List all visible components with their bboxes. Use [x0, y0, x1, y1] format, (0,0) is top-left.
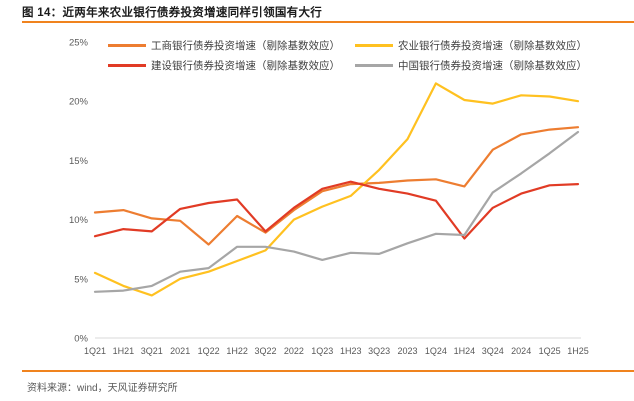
x-axis-tick-label: 1H22	[226, 346, 248, 356]
x-axis-tick-label: 1Q23	[311, 346, 333, 356]
legend-item-boc: 中国银行债券投资增速（剔除基数效应）	[355, 58, 602, 73]
legend-label-abc: 农业银行债券投资增速（剔除基数效应）	[398, 40, 587, 52]
data-series-line	[93, 126, 580, 246]
title-underline-rule	[22, 21, 634, 23]
legend-line-swatch-boc	[355, 64, 393, 67]
legend-label-ccb: 建设银行债券投资增速（剔除基数效应）	[151, 60, 340, 72]
legend-line-swatch-ccb	[108, 64, 146, 67]
x-axis-tick-label: 3Q21	[141, 346, 163, 356]
y-axis-tick-label: 5%	[74, 274, 88, 285]
source-note: 资料来源：wind，天风证券研究所	[27, 383, 178, 394]
y-axis-tick-label: 20%	[69, 97, 89, 108]
data-series-line	[93, 180, 580, 240]
legend-label-boc: 中国银行债券投资增速（剔除基数效应）	[398, 60, 587, 72]
y-axis-tick-label: 10%	[69, 215, 89, 226]
legend-item-ccb: 建设银行债券投资增速（剔除基数效应）	[108, 58, 355, 73]
x-axis-tick-label: 1H24	[454, 346, 476, 356]
data-series-line	[93, 82, 580, 297]
x-axis-tick-label: 1H25	[567, 346, 589, 356]
x-axis-tick-label: 3Q23	[368, 346, 390, 356]
x-axis-tick-label: 2024	[511, 346, 531, 356]
x-axis-tick-label: 1Q24	[425, 346, 447, 356]
footer-rule	[22, 370, 634, 372]
x-axis-tick-label: 3Q22	[254, 346, 276, 356]
legend-line-swatch-abc	[355, 44, 393, 47]
x-axis-tick-label: 2023	[397, 346, 417, 356]
x-axis-tick-label: 1H21	[113, 346, 135, 356]
x-axis-tick-label: 2021	[170, 346, 190, 356]
legend-line-swatch-icbc	[108, 44, 146, 47]
legend-item-icbc: 工商银行债券投资增速（剔除基数效应）	[108, 38, 355, 53]
chart-legend-row-2: 建设银行债券投资增速（剔除基数效应） 中国银行债券投资增速（剔除基数效应）	[108, 58, 602, 73]
figure-title: 图 14：近两年来农业银行债券投资增速同样引领国有大行	[22, 7, 323, 19]
x-axis-tick-label: 1Q22	[198, 346, 220, 356]
x-axis-tick-label: 1Q21	[84, 346, 106, 356]
legend-label-icbc: 工商银行债券投资增速（剔除基数效应）	[151, 40, 340, 52]
chart-legend-row-1: 工商银行债券投资增速（剔除基数效应） 农业银行债券投资增速（剔除基数效应）	[108, 38, 602, 53]
data-series-line	[93, 130, 580, 293]
x-axis-tick-label: 1Q25	[539, 346, 561, 356]
x-axis-tick-label: 2022	[284, 346, 304, 356]
x-axis-tick-label: 1H23	[340, 346, 362, 356]
y-axis-tick-label: 0%	[74, 334, 88, 345]
y-axis-tick-label: 25%	[69, 38, 89, 49]
legend-item-abc: 农业银行债券投资增速（剔除基数效应）	[355, 38, 602, 53]
x-axis-tick-label: 3Q24	[482, 346, 504, 356]
y-axis-tick-label: 15%	[69, 156, 89, 167]
